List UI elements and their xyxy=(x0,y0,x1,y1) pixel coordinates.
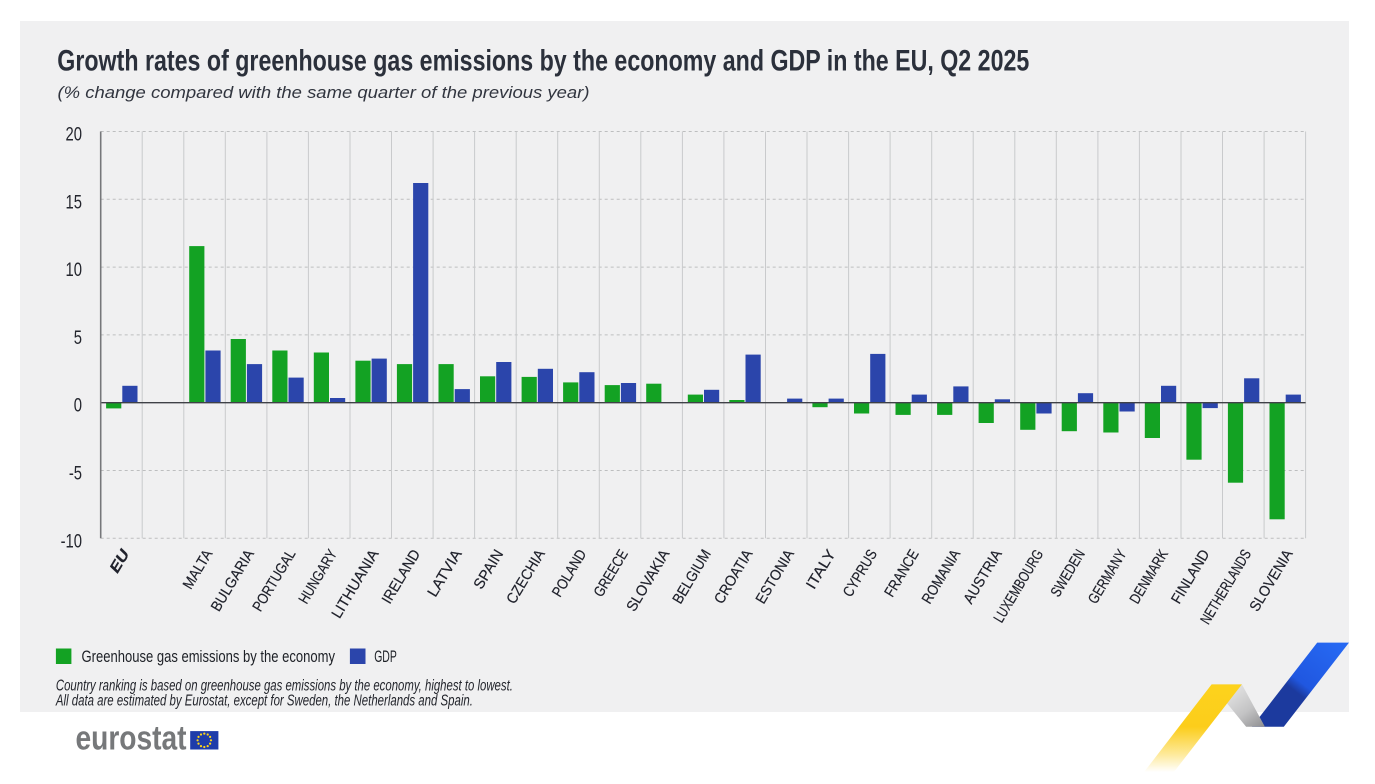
svg-text:eurostat: eurostat xyxy=(76,720,187,758)
svg-text:All data are estimated by Euro: All data are estimated by Eurostat, exce… xyxy=(55,693,473,710)
svg-text:(% change compared with the sa: (% change compared with the same quarter… xyxy=(58,83,590,102)
svg-text:Growth rates of greenhouse gas: Growth rates of greenhouse gas emissions… xyxy=(57,45,1029,78)
svg-text:Country ranking is based on gr: Country ranking is based on greenhouse g… xyxy=(56,678,513,695)
svg-text:5: 5 xyxy=(74,327,82,348)
svg-text:-5: -5 xyxy=(69,463,82,484)
svg-text:Greenhouse gas emissions by th: Greenhouse gas emissions by the economy xyxy=(82,647,336,666)
svg-text:20: 20 xyxy=(66,124,82,145)
svg-text:GDP: GDP xyxy=(374,647,397,666)
svg-text:0: 0 xyxy=(74,395,82,416)
svg-text:15: 15 xyxy=(66,192,82,213)
svg-text:-10: -10 xyxy=(61,531,82,552)
svg-text:10: 10 xyxy=(66,259,82,280)
